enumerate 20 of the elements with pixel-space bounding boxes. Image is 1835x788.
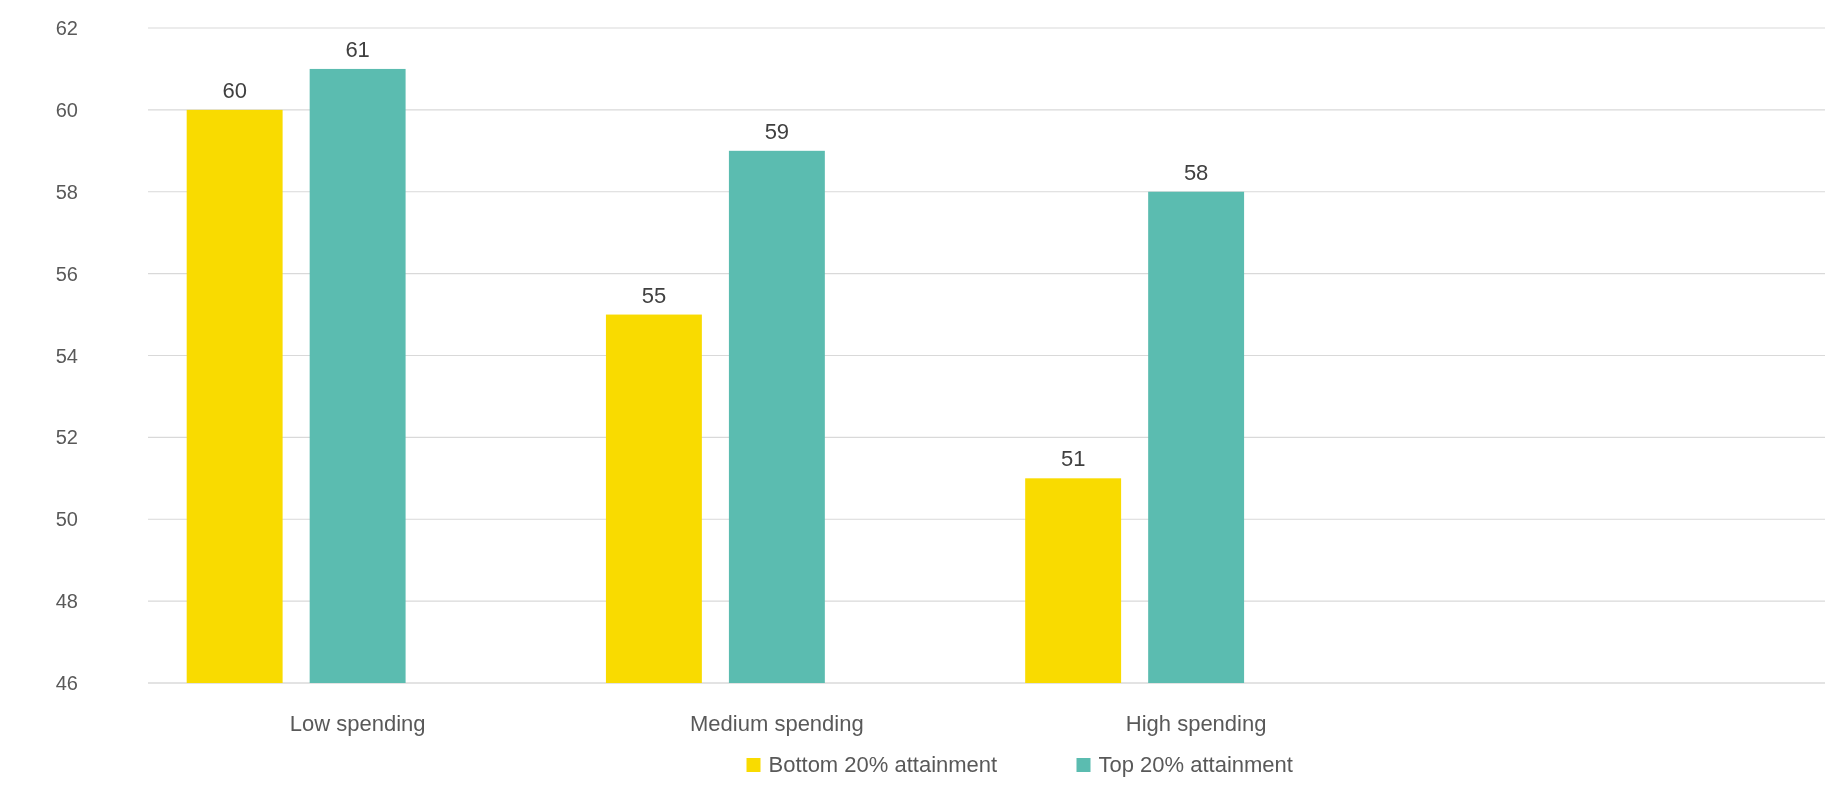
y-tick-label: 46 bbox=[55, 672, 78, 694]
y-tick-label: 52 bbox=[55, 426, 78, 449]
y-tick-label: 48 bbox=[55, 590, 78, 613]
y-tick-label: 56 bbox=[55, 262, 78, 285]
x-tick-label: High spending bbox=[1125, 711, 1267, 736]
y-tick-label: 50 bbox=[55, 508, 78, 531]
y-tick-label: 58 bbox=[55, 180, 78, 203]
x-tick-label: Low spending bbox=[289, 711, 426, 736]
legend-label: Top 20% attainment bbox=[1098, 752, 1293, 777]
data-label: 61 bbox=[345, 36, 370, 62]
data-label: 60 bbox=[222, 77, 247, 103]
data-label: 58 bbox=[1183, 159, 1209, 185]
y-tick-label: 62 bbox=[55, 17, 78, 39]
data-label: 55 bbox=[641, 282, 667, 308]
legend-label: Bottom 20% attainment bbox=[768, 752, 998, 777]
y-tick-label: 54 bbox=[55, 344, 78, 367]
data-label: 59 bbox=[764, 118, 790, 144]
data-label: 51 bbox=[1060, 446, 1086, 472]
y-tick-label: 60 bbox=[55, 98, 78, 121]
x-tick-label: Medium spending bbox=[690, 711, 864, 736]
